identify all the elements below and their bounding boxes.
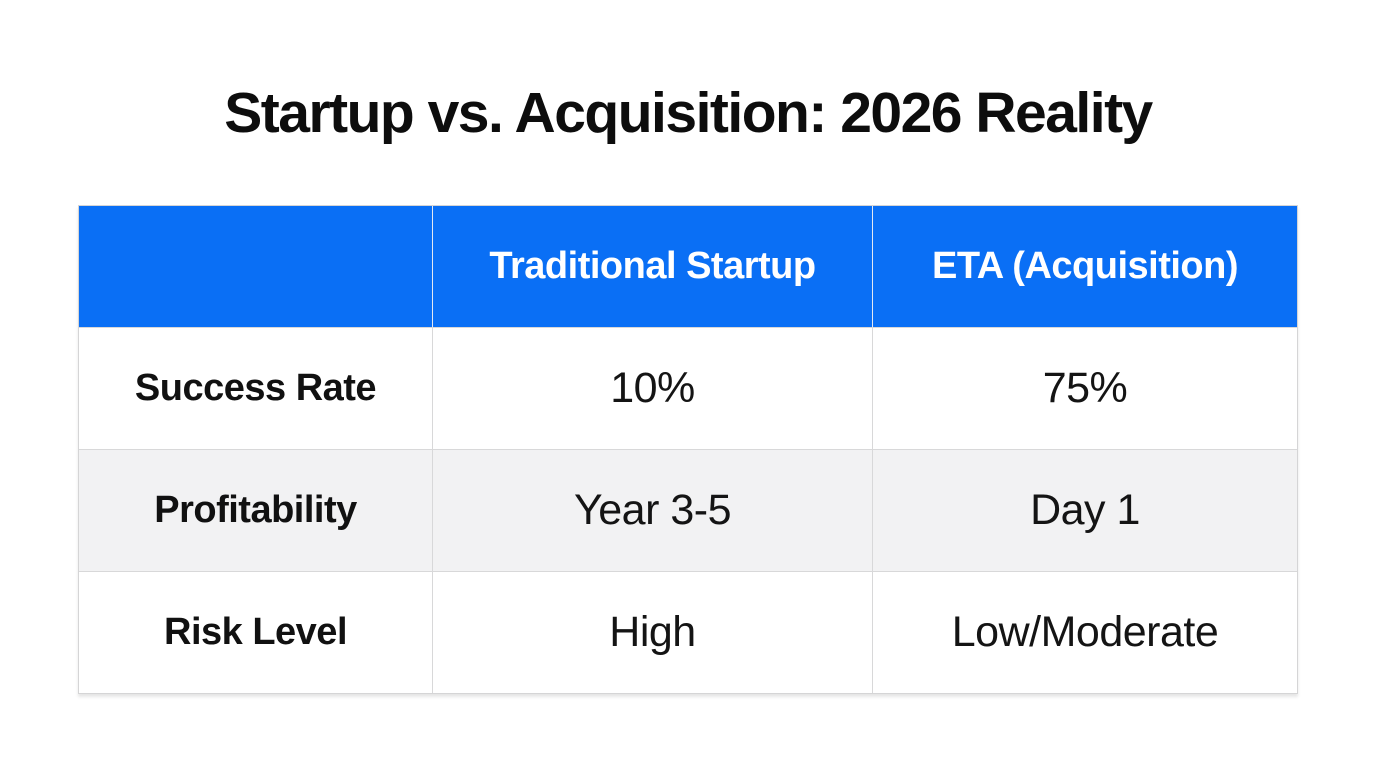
row-label-risk-level: Risk Level [164, 611, 348, 653]
row-label-profitability: Profitability [154, 489, 357, 531]
header-cell-eta-acquisition: ETA (Acquisition) [872, 206, 1297, 327]
table-row-risk-level: Risk Level High Low/Moderate [79, 571, 1297, 693]
cell-success-rate-traditional: 10% [432, 328, 872, 449]
table-row-success-rate: Success Rate 10% 75% [79, 327, 1297, 449]
row-label-success-rate: Success Rate [134, 367, 377, 409]
table-row-profitability: Profitability Year 3-5 Day 1 [79, 449, 1297, 571]
comparison-table: Traditional Startup ETA (Acquisition) Su… [78, 205, 1298, 694]
cell-risk-level-eta: Low/Moderate [872, 572, 1297, 693]
header-cell-traditional-startup: Traditional Startup [432, 206, 872, 327]
table-header-row: Traditional Startup ETA (Acquisition) [79, 206, 1297, 327]
cell-profitability-traditional: Year 3-5 [432, 450, 872, 571]
cell-risk-level-traditional: High [432, 572, 872, 693]
cell-success-rate-eta: 75% [872, 328, 1297, 449]
header-cell-empty [79, 206, 432, 327]
page-title: Startup vs. Acquisition: 2026 Reality [224, 81, 1153, 145]
cell-profitability-eta: Day 1 [872, 450, 1297, 571]
